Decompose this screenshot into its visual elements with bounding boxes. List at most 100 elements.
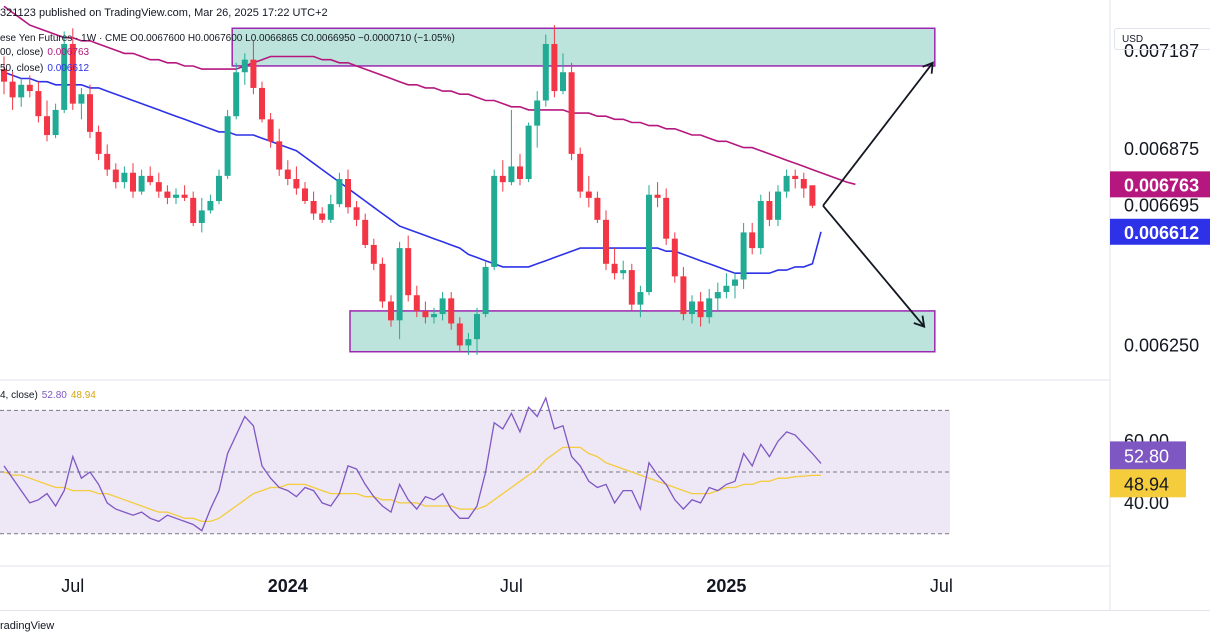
- candle-body: [379, 263, 386, 302]
- candle-body: [276, 141, 283, 170]
- candle-body: [87, 94, 93, 132]
- time-tick-label: 2024: [268, 576, 308, 596]
- ma50-legend-label: 50, close): [0, 63, 44, 74]
- bullish-arrow-head: [922, 61, 934, 74]
- candle-body: [9, 81, 16, 98]
- candle-body: [95, 131, 102, 154]
- rsi-tick-label: 40.00: [1124, 493, 1169, 513]
- candle-body: [568, 72, 575, 154]
- candle-body: [216, 175, 222, 201]
- candle-body: [680, 276, 687, 315]
- candle-body: [525, 125, 532, 180]
- candle-body: [551, 43, 558, 92]
- candle-body: [26, 84, 33, 92]
- price-badge: [1110, 171, 1210, 198]
- publish-line: 321123 published on TradingView.com, Mar…: [0, 7, 328, 19]
- candle-body: [706, 298, 713, 318]
- candle-body: [577, 153, 584, 192]
- candle-body: [508, 166, 515, 183]
- bearish-arrow: [822, 205, 925, 328]
- currency-selector[interactable]: USD: [1114, 28, 1210, 50]
- candle-body: [611, 263, 618, 274]
- candle-body: [560, 72, 566, 92]
- candle-body: [474, 314, 480, 340]
- resistance-zone: [231, 27, 936, 67]
- candle-body: [594, 197, 601, 220]
- candle-body: [44, 116, 50, 136]
- candle-body: [456, 323, 463, 346]
- candle-body: [775, 191, 781, 220]
- candle-body: [370, 244, 377, 264]
- candle-body: [783, 175, 790, 192]
- symbol-legend[interactable]: ese Yen Futures · 1W · CME O0.0067600 H0…: [0, 33, 455, 44]
- candle-body: [732, 279, 738, 286]
- candle-body: [164, 191, 171, 198]
- candle-body: [147, 175, 154, 183]
- candle-body: [104, 153, 111, 170]
- candle-body: [353, 207, 360, 220]
- candle-body: [52, 109, 59, 136]
- candle-body: [585, 191, 592, 198]
- rsi-ma-line: [3, 446, 822, 523]
- candle-body: [723, 285, 730, 293]
- candle-body: [654, 194, 661, 198]
- candle-body: [603, 219, 609, 264]
- candle-body: [663, 197, 670, 239]
- candle-body: [78, 94, 85, 104]
- candle-body: [112, 169, 119, 183]
- candle-body: [396, 248, 403, 321]
- candle-body: [284, 169, 291, 180]
- ma100-line: [3, 5, 856, 186]
- price-tick-label: 0.006695: [1124, 196, 1199, 216]
- candle-body: [121, 172, 128, 183]
- candle-body: [35, 91, 42, 117]
- candle-body: [422, 310, 429, 318]
- price-tick-label: 0.006250: [1124, 335, 1199, 355]
- tradingview-brand: radingView: [0, 620, 55, 632]
- time-tick-label: 2025: [706, 576, 746, 596]
- candle-body: [362, 219, 369, 245]
- bearish-arrow-head: [913, 315, 926, 328]
- candle-body: [250, 59, 257, 88]
- candle-body: [405, 248, 412, 296]
- candle-body: [302, 188, 308, 201]
- rsi-line: [3, 396, 822, 532]
- candle-body: [800, 179, 807, 189]
- time-tick-label: Jul: [930, 576, 953, 596]
- price-tick-label: 0.007187: [1124, 41, 1199, 61]
- price-badge-label: 0.006612: [1124, 223, 1199, 243]
- footer-divider: [0, 610, 1210, 611]
- candle-body: [628, 270, 635, 305]
- candle-body: [138, 175, 145, 192]
- rsi-legend-label: 4, close): [0, 390, 38, 401]
- candle-body: [173, 194, 179, 198]
- candle-body: [714, 292, 721, 299]
- candle-body: [267, 119, 274, 142]
- candle-body: [431, 314, 437, 318]
- candle-body: [413, 295, 420, 311]
- candle-body: [130, 172, 136, 192]
- candle-body: [233, 72, 240, 117]
- candle-body: [482, 266, 489, 315]
- ma100-legend[interactable]: 00, close) 0.006763: [0, 47, 89, 58]
- price-tick-label: 0.006875: [1124, 139, 1199, 159]
- candles-group: [1, 25, 816, 355]
- candle-body: [439, 298, 446, 315]
- ma50-line: [3, 71, 822, 274]
- candle-body: [319, 213, 326, 220]
- candle-body: [689, 301, 695, 315]
- ma50-legend[interactable]: 50, close) 0.006612: [0, 63, 89, 74]
- candle-body: [542, 43, 549, 101]
- candle-body: [740, 232, 747, 280]
- rsi-legend[interactable]: 4, close) 52.80 48.94: [0, 390, 96, 401]
- rsi-legend-value: 52.80: [41, 390, 67, 401]
- candle-body: [517, 166, 523, 180]
- candle-body: [491, 175, 498, 267]
- candle-body: [155, 182, 162, 192]
- candle-body: [181, 194, 188, 198]
- candle-body: [766, 200, 773, 220]
- candle-body: [646, 194, 652, 293]
- ma100-legend-value: 0.006763: [47, 47, 90, 58]
- candle-body: [792, 175, 799, 180]
